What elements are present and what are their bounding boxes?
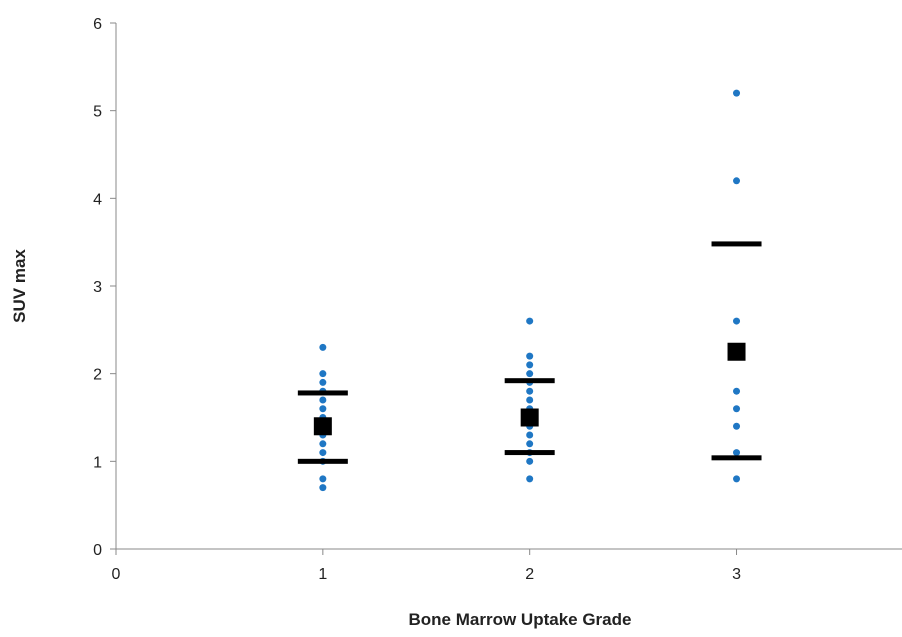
range-marker xyxy=(504,378,555,384)
range-marker xyxy=(297,390,348,396)
range-marker xyxy=(711,241,762,247)
data-point xyxy=(733,387,741,395)
data-point xyxy=(526,387,534,395)
data-point xyxy=(733,422,741,430)
data-point xyxy=(733,475,741,483)
data-point xyxy=(526,457,534,465)
data-point xyxy=(733,317,741,325)
data-point xyxy=(526,361,534,369)
data-point xyxy=(526,396,534,404)
mean-marker xyxy=(727,342,746,361)
y-tick-label: 5 xyxy=(93,104,102,121)
x-tick-label: 3 xyxy=(732,566,741,583)
data-point xyxy=(526,475,534,483)
data-point xyxy=(319,378,327,386)
range-marker xyxy=(711,455,762,461)
y-tick-label: 2 xyxy=(93,367,102,384)
mean-marker xyxy=(520,408,539,427)
range-marker xyxy=(297,458,348,464)
range-marker xyxy=(504,450,555,456)
data-point xyxy=(319,343,327,351)
data-point xyxy=(319,396,327,404)
y-tick-label: 1 xyxy=(93,454,102,471)
y-axis-label: SUV max xyxy=(10,249,29,323)
data-point xyxy=(733,449,741,457)
y-tick-label: 6 xyxy=(93,16,102,33)
data-point xyxy=(319,370,327,378)
mean-marker xyxy=(313,417,332,436)
y-tick-label: 4 xyxy=(93,191,102,208)
x-axis-label: Bone Marrow Uptake Grade xyxy=(409,610,632,629)
data-point xyxy=(319,484,327,492)
data-point xyxy=(526,317,534,325)
axes xyxy=(110,22,902,555)
data-point xyxy=(319,475,327,483)
data-point xyxy=(526,440,534,448)
y-tick-label: 0 xyxy=(93,542,102,559)
data-point xyxy=(733,405,741,413)
data-point xyxy=(733,177,741,185)
data-point xyxy=(526,370,534,378)
data-point xyxy=(319,440,327,448)
y-tick-label: 3 xyxy=(93,279,102,296)
data-marks xyxy=(297,89,762,492)
data-point xyxy=(319,405,327,413)
x-tick-label: 2 xyxy=(525,566,534,583)
data-point xyxy=(733,89,741,97)
data-point xyxy=(526,352,534,360)
x-tick-label: 1 xyxy=(318,566,327,583)
data-point xyxy=(319,449,327,457)
tick-labels: 0 1 2 3 4 5 6 0 1 2 3 xyxy=(93,16,741,583)
data-point xyxy=(526,431,534,439)
x-tick-label: 0 xyxy=(112,566,121,583)
